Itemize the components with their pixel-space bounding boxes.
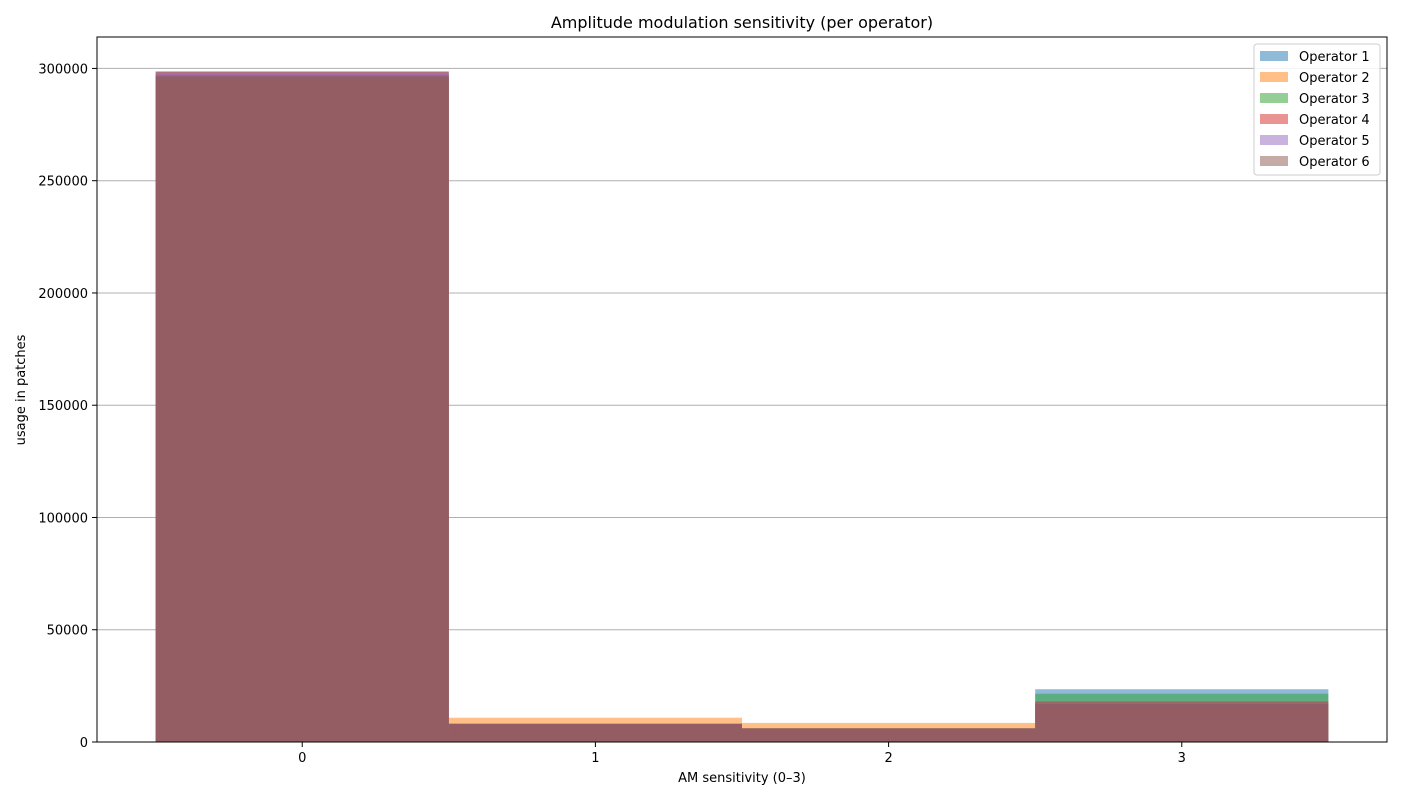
chart-title: Amplitude modulation sensitivity (per op…	[551, 13, 933, 32]
y-tick-label-3: 150000	[38, 399, 88, 414]
bar-operator-6-cat-1	[448, 723, 742, 742]
x-axis-ticks: 0 1 2 3	[298, 742, 1186, 766]
bar-operator-6-cat-0	[155, 76, 449, 743]
legend-label-operator-5: Operator 5	[1299, 134, 1370, 149]
y-axis-label: usage in patches	[14, 334, 29, 445]
y-tick-label-0: 0	[80, 736, 88, 751]
x-tick-label-1: 1	[591, 751, 599, 766]
x-tick-label-0: 0	[298, 751, 306, 766]
y-tick-label-2: 100000	[38, 511, 88, 526]
y-tick-label-5: 250000	[38, 175, 88, 190]
x-tick-label-2: 2	[884, 751, 892, 766]
bar-operator-6-cat-3	[1035, 703, 1329, 742]
y-tick-label-4: 200000	[38, 287, 88, 302]
legend-label-operator-1: Operator 1	[1299, 50, 1370, 65]
legend-label-operator-4: Operator 4	[1299, 113, 1370, 128]
x-tick-label-3: 3	[1178, 751, 1186, 766]
legend-swatch-operator-6	[1260, 156, 1288, 166]
legend: Operator 1 Operator 2 Operator 3 Operator 4…	[1253, 43, 1381, 176]
legend-label-operator-3: Operator 3	[1299, 92, 1370, 107]
legend-swatch-operator-4	[1260, 114, 1288, 124]
bars	[155, 71, 1329, 743]
legend-swatch-operator-2	[1260, 72, 1288, 82]
bar-operator-6-cat-2	[742, 728, 1036, 742]
legend-swatch-operator-5	[1260, 135, 1288, 145]
y-axis-ticks: 0 50000 100000 150000 200000 250000 300000	[38, 62, 97, 751]
y-tick-label-1: 50000	[47, 624, 88, 639]
plot-frame	[96, 36, 1388, 743]
y-tick-label-6: 300000	[38, 62, 88, 77]
x-axis-label: AM sensitivity (0–3)	[678, 771, 806, 786]
legend-swatch-operator-1	[1260, 51, 1288, 61]
legend-swatch-operator-3	[1260, 93, 1288, 103]
legend-label-operator-6: Operator 6	[1299, 155, 1370, 170]
legend-label-operator-2: Operator 2	[1299, 71, 1370, 86]
